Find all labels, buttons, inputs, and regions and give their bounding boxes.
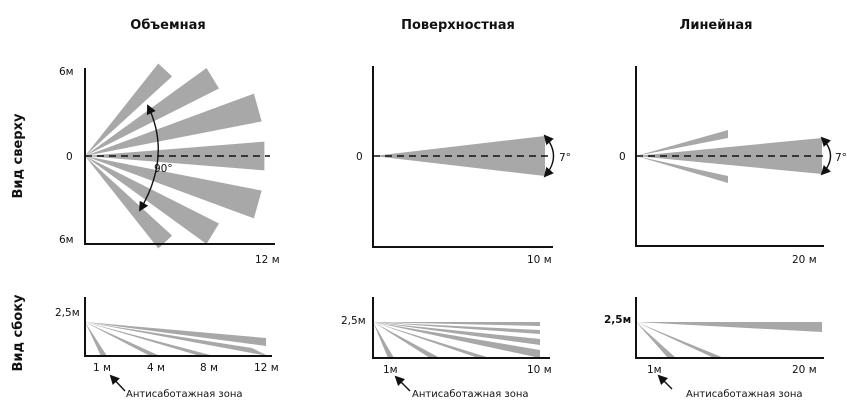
linear-main-beam [636, 138, 822, 174]
linear-angle-arc [820, 136, 832, 176]
surface-tick-1m: 1м [383, 364, 398, 376]
linear-y-zero-label: 0 [619, 151, 626, 163]
linear-side-antisabotage-beam-2 [636, 322, 724, 358]
volumetric-tick-12m: 12 м [254, 362, 279, 374]
top-view-volumetric: 90° 6м 0 6м 12 м [59, 63, 280, 266]
surface-height-label: 2,5м [341, 315, 366, 327]
surface-side-beams [373, 322, 540, 358]
linear-upper-side-beam [636, 130, 728, 156]
surface-y-zero-label: 0 [356, 151, 363, 163]
column-title-surface: Поверхностная [401, 18, 515, 33]
linear-antisabotage-arrow [657, 374, 673, 390]
column-title-volumetric: Объемная [130, 18, 205, 33]
volumetric-side-beam [85, 322, 266, 346]
top-view-linear-axes [635, 66, 824, 247]
surface-antisabotage-label: Антисаботажная зона [412, 389, 529, 400]
volumetric-x-max-label: 12 м [255, 254, 280, 266]
row-label-side-view: Вид сбоку [11, 294, 26, 372]
surface-side-beam [373, 322, 394, 358]
volumetric-angle-arc [139, 104, 159, 212]
volumetric-side-beams [85, 322, 268, 356]
surface-side-beam [373, 322, 440, 358]
volumetric-fan-beam [85, 156, 262, 219]
linear-tick-20m: 20 м [792, 364, 817, 376]
top-view-volumetric-axes [84, 68, 275, 245]
linear-side-antisabotage-beam-1 [636, 322, 676, 358]
volumetric-angle-label: 90° [154, 163, 173, 175]
linear-antisabotage-label: Антисаботажная зона [686, 389, 803, 400]
linear-x-max-label: 20 м [792, 254, 817, 266]
volumetric-side-beam [85, 322, 107, 356]
top-view-surface: 7° 0 10 м [356, 66, 571, 266]
volumetric-fan-beam [85, 63, 173, 156]
row-label-top-view: Вид сверху [11, 113, 26, 198]
surface-side-beam [373, 322, 490, 358]
volumetric-side-beam [85, 322, 268, 356]
surface-angle-label: 7° [559, 152, 571, 164]
surface-angle-arc [543, 134, 555, 178]
surface-side-beam [373, 322, 540, 358]
volumetric-antisabotage-arrow [109, 374, 126, 392]
volumetric-y-zero-label: 0 [66, 151, 73, 163]
side-view-linear: 2,5м 1м 20 м Антисаботажная зона [604, 297, 824, 400]
volumetric-antisabotage-label: Антисаботажная зона [126, 389, 243, 400]
top-view-surface-axes [372, 66, 553, 248]
volumetric-height-label: 2,5м [55, 307, 80, 319]
volumetric-fan-beam [85, 93, 262, 156]
volumetric-tick-1m: 1 м [93, 362, 111, 374]
surface-x-max-label: 10 м [527, 254, 552, 266]
volumetric-fan-beam [85, 156, 173, 249]
volumetric-y-bottom-label: 6м [59, 234, 74, 246]
linear-height-label: 2,5м [604, 314, 631, 326]
linear-side-main-beam [636, 322, 822, 332]
side-view-volumetric: 2,5м 1 м 4 м 8 м 12 м Антисаботажная зон… [55, 297, 279, 400]
linear-angle-label: 7° [835, 152, 847, 164]
surface-side-beam [373, 322, 540, 334]
surface-tick-10m: 10 м [527, 364, 552, 376]
side-view-volumetric-axes [84, 297, 272, 357]
linear-lower-side-beam [636, 156, 728, 183]
surface-antisabotage-arrow [394, 375, 411, 392]
volumetric-tick-4m: 4 м [147, 362, 165, 374]
side-view-surface-axes [372, 297, 550, 359]
surface-side-beam [373, 322, 540, 345]
surface-side-beam [373, 322, 540, 326]
volumetric-side-beam [85, 322, 214, 356]
side-view-surface: 2,5м 1м 10 м Антисаботажная зона [341, 297, 552, 400]
linear-tick-1m: 1м [647, 364, 662, 376]
side-view-linear-axes [635, 297, 824, 359]
column-title-linear: Линейная [680, 18, 753, 33]
volumetric-y-top-label: 6м [59, 66, 74, 78]
volumetric-side-beam [85, 322, 160, 356]
top-view-linear: 7° 0 20 м [619, 66, 847, 266]
volumetric-tick-8m: 8 м [200, 362, 218, 374]
